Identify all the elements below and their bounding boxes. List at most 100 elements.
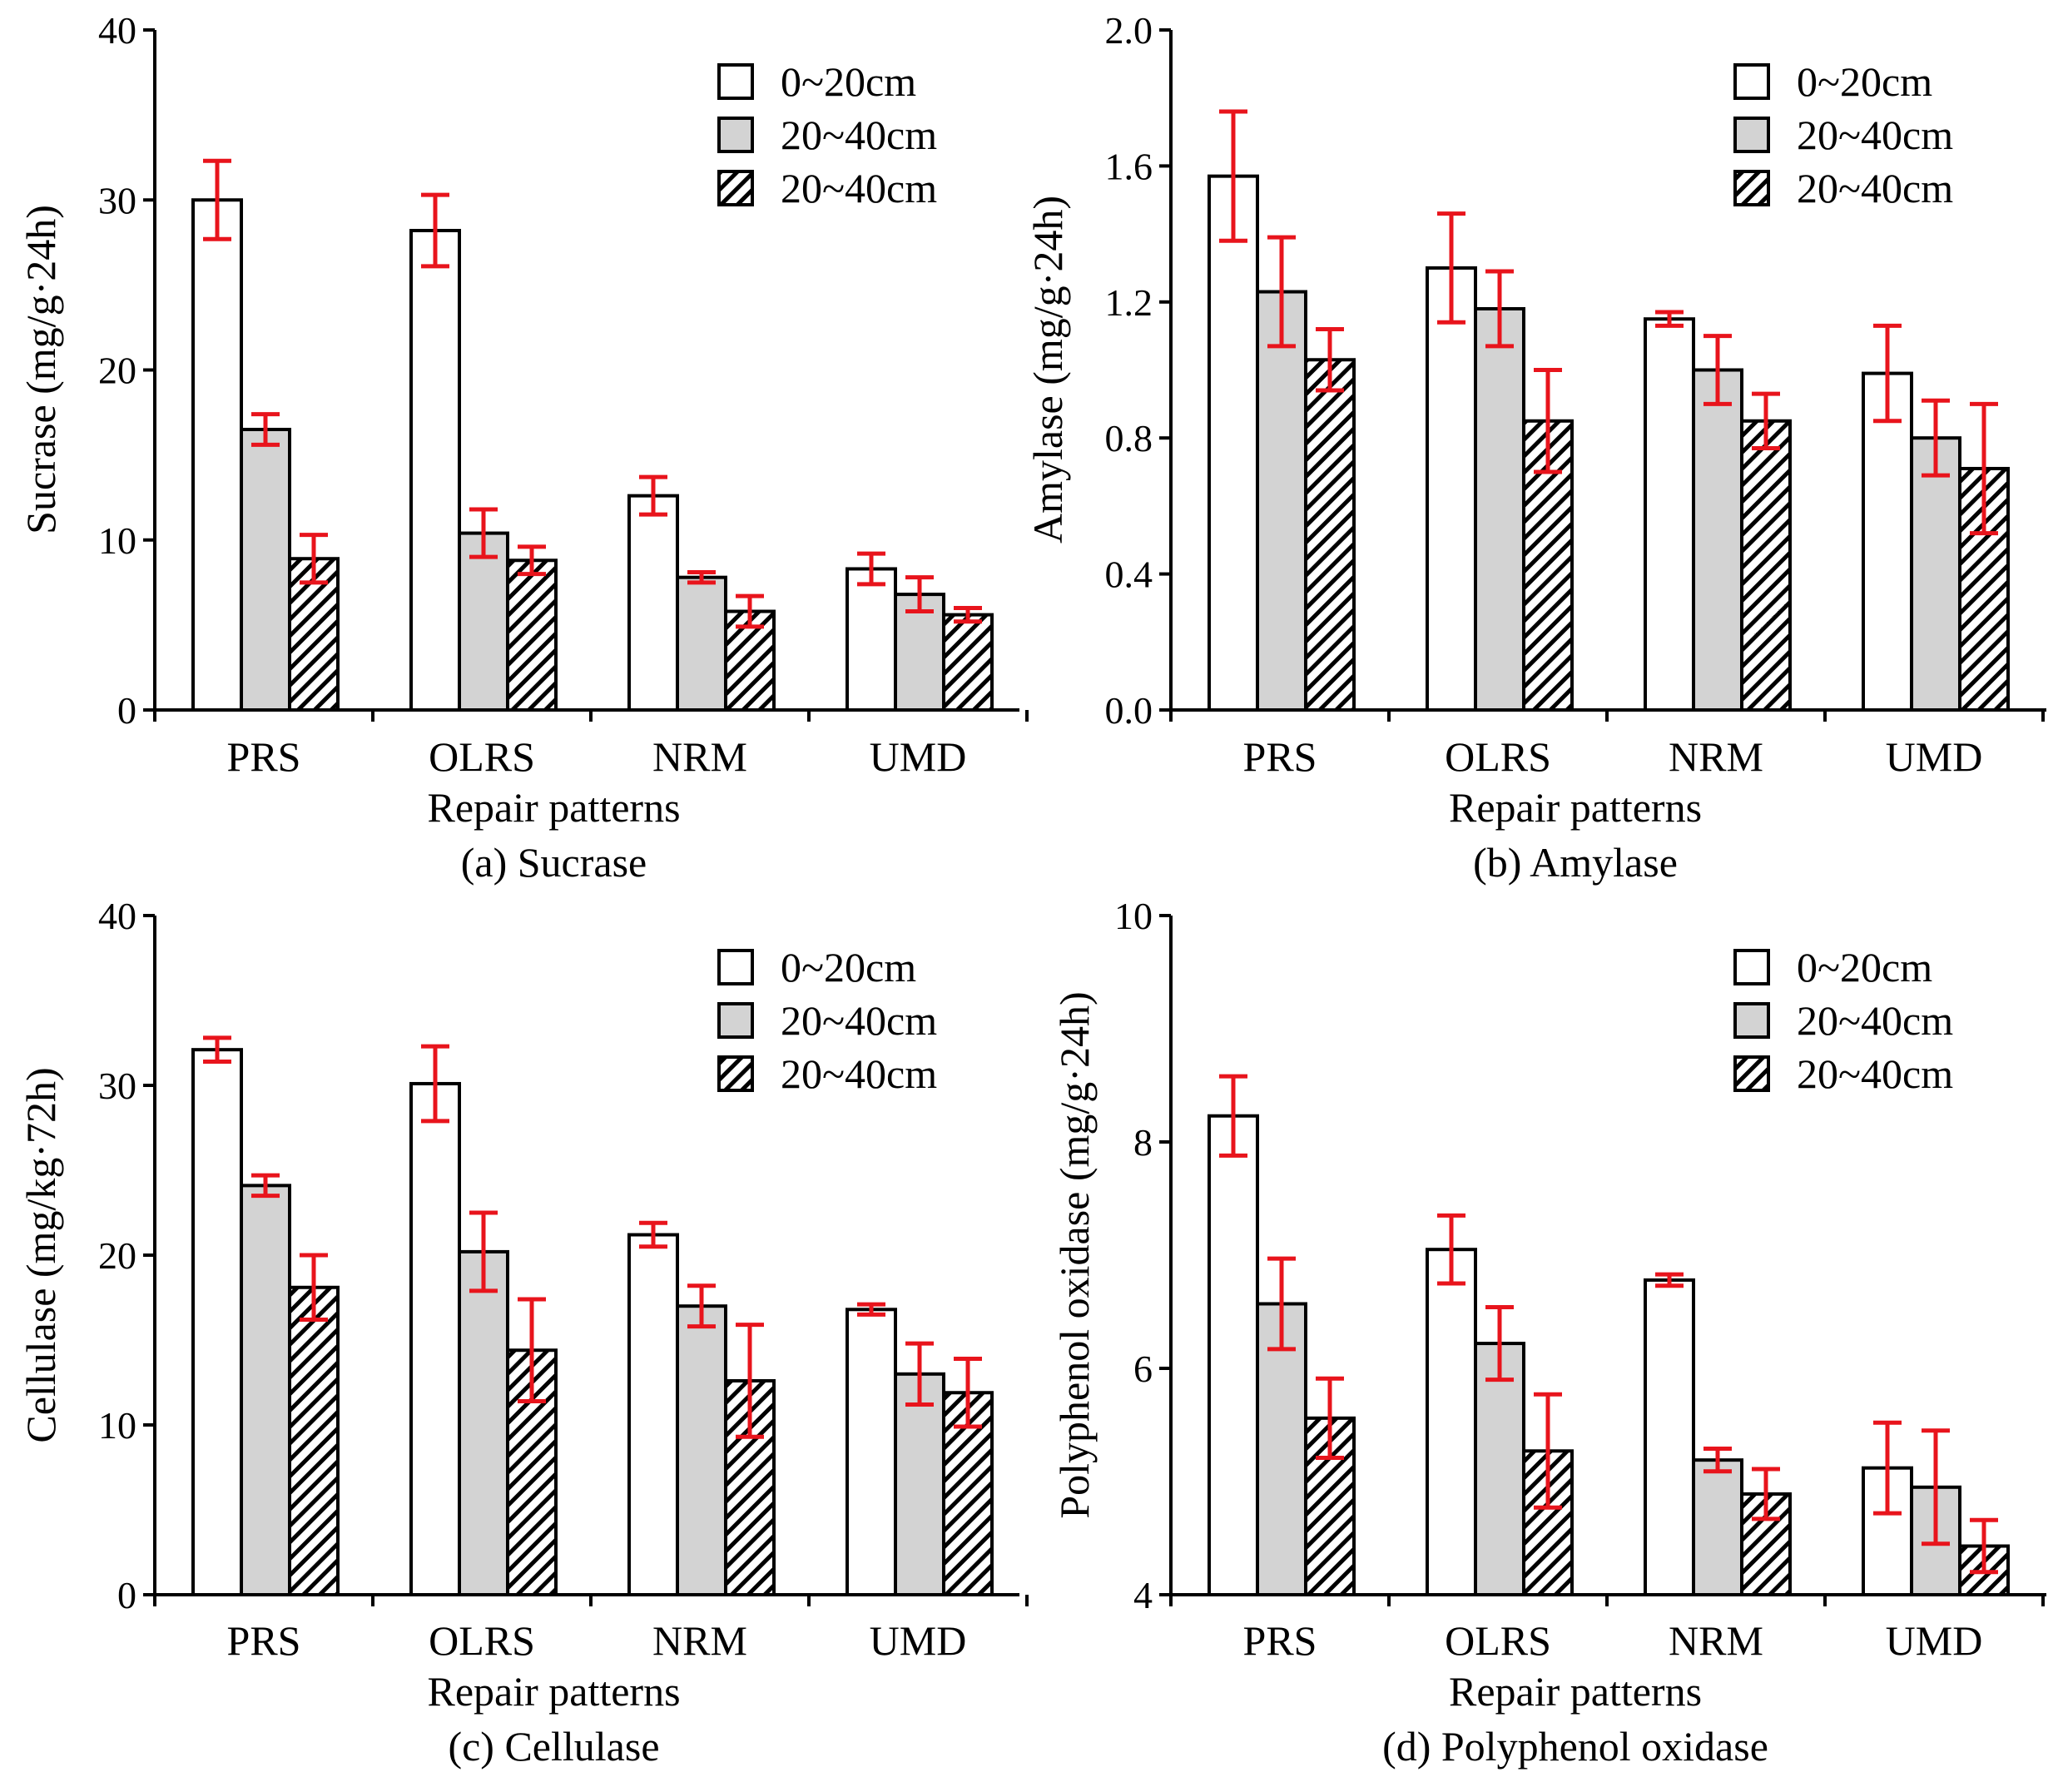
bar — [240, 427, 291, 712]
legend-swatch — [1733, 1002, 1770, 1039]
legend: 0~20cm 20~40cm 20~40cm — [1733, 58, 1953, 211]
y-tick-label: 0.0 — [1105, 689, 1153, 732]
x-axis-label: Repair patterns — [427, 784, 680, 831]
y-tick-label: 4 — [1133, 1574, 1153, 1616]
legend-swatch — [717, 1002, 754, 1039]
bar — [1644, 317, 1695, 712]
bar — [942, 613, 994, 712]
x-axis-label: Repair patterns — [1449, 784, 1702, 831]
bar — [240, 1184, 291, 1596]
legend-swatch — [1733, 117, 1770, 153]
y-tick-label: 20 — [98, 1234, 136, 1277]
chart-caption: (a) Sucrase — [461, 839, 647, 886]
legend-swatch — [1733, 949, 1770, 985]
y-tick-label: 0.4 — [1105, 553, 1153, 596]
bar — [458, 1249, 509, 1597]
bar — [1208, 1114, 1259, 1596]
legend-swatch — [1733, 1055, 1770, 1092]
y-tick-label: 10 — [98, 519, 136, 562]
category-label: PRS — [227, 733, 301, 780]
legend-label: 20~40cm — [1797, 165, 1953, 211]
legend-label: 0~20cm — [1797, 58, 1932, 105]
category-label: UMD — [870, 1617, 967, 1664]
chart-panel: 0 10 20 30 40 PRS OLRS NRM UMD Repair patterns (c)… — [17, 895, 1029, 1770]
chart-caption: (d) Polyphenol oxidase — [1382, 1723, 1768, 1770]
chart-panel: 0 10 20 30 40 PRS OLRS NRM UMD Repair patterns (a)… — [17, 9, 1029, 886]
bar — [191, 198, 243, 712]
y-axis-label: Polyphenol oxidase (mg/g·24h) — [1051, 991, 1098, 1518]
y-tick-label: 1.6 — [1105, 145, 1153, 187]
category-label: OLRS — [429, 1617, 535, 1664]
chart-panel: 4 6 8 10 PRS OLRS NRM UMD Repair patterns (d) Pol… — [1051, 895, 2046, 1770]
legend-swatch — [717, 170, 754, 206]
bar — [1862, 371, 1913, 712]
category-label: NRM — [652, 733, 747, 780]
legend-swatch — [1733, 170, 1770, 206]
bar — [1426, 1248, 1477, 1596]
bar — [627, 494, 679, 712]
y-tick-label: 8 — [1133, 1121, 1153, 1164]
bar — [1692, 1458, 1743, 1597]
y-tick-label: 20 — [98, 350, 136, 392]
bar — [676, 1304, 727, 1596]
bar — [1304, 358, 1356, 712]
legend-label: 20~40cm — [781, 997, 937, 1044]
y-tick-label: 0 — [117, 689, 136, 732]
bar — [894, 1372, 945, 1597]
chart-panel: 0.0 0.4 0.8 1.2 1.6 2.0 PRS OLRS NRM UMD Repair pa… — [1024, 9, 2046, 886]
legend: 0~20cm 20~40cm 20~40cm — [1733, 944, 1953, 1097]
bar — [191, 1048, 243, 1597]
bar — [458, 531, 509, 712]
legend-swatch — [1733, 63, 1770, 100]
bar — [1740, 419, 1792, 712]
legend-label: 0~20cm — [781, 944, 916, 990]
bar — [409, 1081, 461, 1596]
y-tick-label: 40 — [98, 895, 136, 937]
y-tick-label: 10 — [98, 1404, 136, 1447]
bar — [1208, 174, 1259, 712]
legend-swatch — [717, 1055, 754, 1092]
legend-swatch — [717, 949, 754, 985]
category-label: NRM — [1669, 1617, 1763, 1664]
y-tick-label: 1.2 — [1105, 281, 1153, 324]
bar — [627, 1233, 679, 1597]
y-axis-label: Amylase (mg/g·24h) — [1024, 196, 1071, 544]
y-tick-label: 10 — [1114, 895, 1153, 937]
y-tick-label: 2.0 — [1105, 9, 1153, 52]
bar — [288, 1285, 340, 1596]
bar — [676, 575, 727, 712]
legend-label: 0~20cm — [781, 58, 916, 105]
y-tick-label: 0 — [117, 1574, 136, 1616]
category-label: NRM — [1669, 733, 1763, 780]
category-label: OLRS — [1445, 733, 1551, 780]
bar — [1426, 266, 1477, 712]
legend: 0~20cm 20~40cm 20~40cm — [717, 944, 937, 1097]
bar — [506, 558, 558, 712]
bar — [1692, 368, 1743, 712]
legend: 0~20cm 20~40cm 20~40cm — [717, 58, 937, 211]
legend-label: 20~40cm — [1797, 112, 1953, 158]
category-label: PRS — [1243, 733, 1317, 780]
y-tick-label: 6 — [1133, 1348, 1153, 1390]
category-label: PRS — [227, 1617, 301, 1664]
bar — [1474, 306, 1525, 712]
legend-label: 20~40cm — [1797, 1050, 1953, 1097]
y-tick-label: 30 — [98, 179, 136, 221]
legend-label: 0~20cm — [1797, 944, 1932, 990]
legend-label: 20~40cm — [781, 1050, 937, 1097]
bar — [1910, 436, 1961, 712]
bar — [409, 229, 461, 712]
category-label: UMD — [870, 733, 967, 780]
category-label: OLRS — [429, 733, 535, 780]
chart-caption: (b) Amylase — [1473, 839, 1678, 886]
legend-label: 20~40cm — [1797, 997, 1953, 1044]
legend-label: 20~40cm — [781, 112, 937, 158]
bar — [1256, 290, 1307, 712]
x-axis-label: Repair patterns — [427, 1668, 680, 1715]
category-label: UMD — [1886, 733, 1983, 780]
category-label: OLRS — [1445, 1617, 1551, 1664]
bar — [846, 1308, 897, 1597]
y-tick-label: 30 — [98, 1065, 136, 1107]
legend-swatch — [717, 63, 754, 100]
